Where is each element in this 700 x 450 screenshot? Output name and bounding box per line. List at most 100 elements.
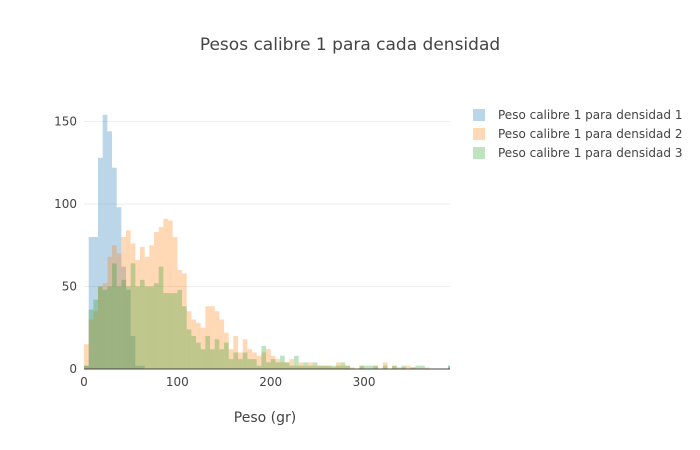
legend[interactable]: Peso calibre 1 para densidad 1 Peso calib… [473,108,682,160]
histogram-bar [196,322,201,369]
histogram-bar [247,349,253,369]
histogram-bar [326,365,332,369]
histogram-bar [256,365,262,369]
histogram-bar [210,306,215,369]
histogram-bar [280,355,285,369]
histogram-bar [284,362,290,369]
histogram-bar [140,246,145,369]
histogram-bar [163,293,169,369]
histogram-bar [336,365,341,369]
histogram-bar [130,335,136,369]
histogram-bar [252,359,257,369]
series-2-bars [84,218,430,369]
histogram-bar [242,339,248,369]
histogram-bar [298,362,304,369]
histogram-bar [191,335,197,369]
histogram-bar [196,342,201,369]
histogram-bar [116,286,122,369]
histogram-bar [214,339,220,369]
bars [84,114,450,370]
legend-label: Peso calibre 1 para densidad 2 [498,127,682,141]
histogram-bar [322,365,327,369]
histogram-bar [303,362,309,369]
histogram-bar [345,365,351,369]
histogram-bar [121,266,127,369]
series-1-bars [84,114,450,370]
histogram-bar [102,289,108,369]
histogram-bar [168,293,173,369]
histogram-bar [140,279,145,369]
y-tick-label: 150 [54,114,77,128]
histogram-bar [345,365,351,369]
histogram-bar [186,311,192,369]
histogram-bar [224,342,229,369]
histogram-bar [168,220,173,369]
histogram-bar [205,335,211,369]
histogram-bar [112,245,117,369]
legend-swatch [473,128,485,140]
histogram-bar [252,352,257,369]
axes: 0 50 100 150 0 100 200 300 [54,114,450,389]
histogram-bar [261,345,267,369]
histogram-bar [294,355,299,369]
histogram-bar [135,365,141,369]
histogram-bar [317,365,323,369]
histogram-bar [275,359,281,369]
y-tick-label: 0 [69,362,77,376]
histogram-bar [340,365,346,369]
histogram-bar [238,359,243,369]
histogram-bar [149,245,155,369]
histogram-bar [219,349,225,369]
histogram-bar [135,260,141,369]
histogram-bar [186,329,192,369]
legend-item[interactable]: Peso calibre 1 para densidad 1 [473,108,682,122]
histogram-bar [130,243,136,369]
x-tick-label: 200 [259,375,282,389]
histogram-bar [368,365,374,369]
histogram-bar [182,273,187,369]
histogram-bar [242,352,248,369]
histogram-bar [144,286,150,369]
legend-label: Peso calibre 1 para densidad 3 [498,146,682,160]
histogram-bar [126,230,131,369]
legend-item[interactable]: Peso calibre 1 para densidad 3 [473,146,682,160]
histogram-bar [392,365,397,369]
histogram-bar [107,286,113,369]
histogram-bar [289,359,295,369]
legend-item[interactable]: Peso calibre 1 para densidad 2 [473,127,682,141]
histogram-bar [284,362,290,369]
histogram-bar [177,269,183,369]
histogram-bar [233,352,239,369]
histogram-bar [289,365,295,369]
x-tick-label: 0 [80,375,88,389]
histogram-bar [256,355,262,369]
x-tick-label: 100 [166,375,189,389]
histogram-bar [121,279,127,369]
histogram-bar [154,232,159,369]
histogram-bar [200,349,206,369]
histogram-bar [126,289,131,369]
histogram-bar [298,365,304,369]
histogram-bar [210,349,215,369]
histogram-bar [308,362,313,369]
histogram-bar [340,362,346,369]
histogram-bar [200,327,206,369]
histogram-bar [331,367,337,369]
histogram-bar [275,362,281,369]
x-axis-title: Peso (gr) [234,410,296,426]
histogram-bar [88,309,94,369]
histogram-bar [424,367,430,369]
histogram-bar [98,286,103,369]
histogram-bar [112,263,117,369]
y-tick-label: 50 [62,279,77,293]
histogram-bar [303,365,309,369]
histogram-bar [420,365,425,369]
histogram-bar [270,359,276,369]
histogram-bar [448,365,450,369]
histogram-bar [280,362,285,369]
histogram-bar [130,263,136,369]
histogram-bar [112,167,117,369]
histogram-bar [261,352,267,369]
histogram-bar [228,349,234,369]
histogram-bar [163,218,169,369]
